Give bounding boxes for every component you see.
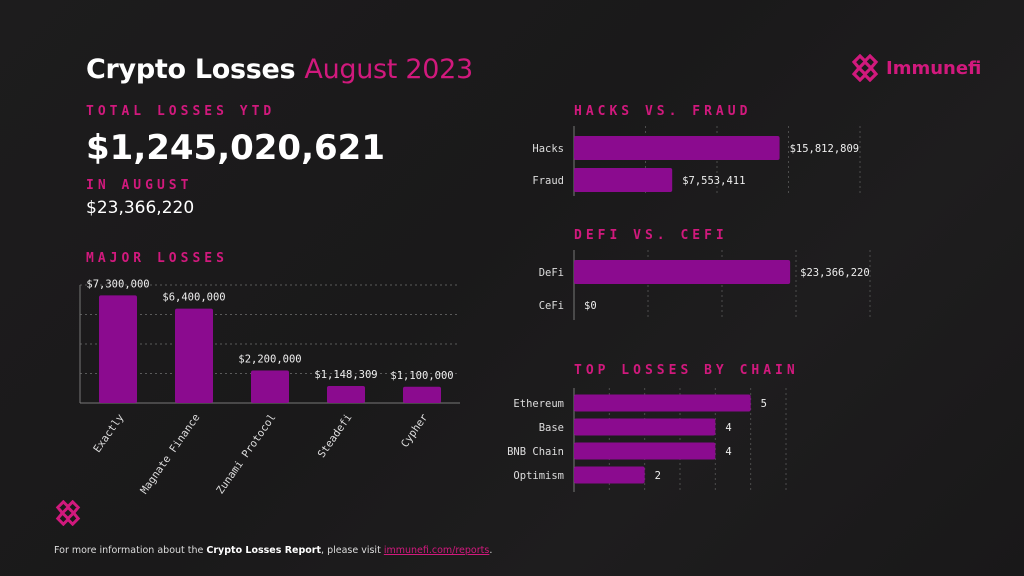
category-label: Optimism <box>513 470 564 482</box>
total-losses-value: $1,245,020,621 <box>86 128 385 168</box>
bar <box>574 260 791 284</box>
page-title: Crypto Losses August 2023 <box>86 54 473 85</box>
bar <box>403 386 441 403</box>
immunefi-logo-icon <box>55 499 81 527</box>
immunefi-logo-icon <box>851 54 879 82</box>
bar <box>574 466 645 484</box>
bar <box>99 295 137 403</box>
bar <box>574 136 780 160</box>
data-label: $7,300,000 <box>86 278 149 290</box>
bar <box>574 418 716 436</box>
bar <box>175 308 213 403</box>
hacks-fraud-title: HACKS VS. FRAUD <box>574 104 752 119</box>
hacks-fraud-chart: $15,812,809 Hacks $7,553,411 Fraud <box>532 126 861 196</box>
data-label: $7,553,411 <box>682 175 745 187</box>
bar <box>574 168 673 192</box>
category-label: DeFi <box>539 267 564 279</box>
category-label: Exactly <box>91 412 126 455</box>
major-losses-title: MAJOR LOSSES <box>86 251 228 266</box>
chain-losses-title: TOP LOSSES BY CHAIN <box>574 363 799 378</box>
category-label: Cypher <box>399 412 431 450</box>
data-label: 5 <box>761 398 767 410</box>
category-label: Hacks <box>532 143 564 155</box>
brand-logo[interactable]: Immunefi <box>850 54 981 82</box>
data-label: $2,200,000 <box>238 354 301 366</box>
data-label: $1,148,309 <box>314 369 377 381</box>
data-label: 4 <box>725 446 731 458</box>
category-label: BNB Chain <box>507 446 564 458</box>
bar <box>327 386 365 403</box>
chain-losses-chart: 5 Ethereum 4 Base 4 BNB Chain 2 Optimism <box>507 388 787 492</box>
category-label: Magnate Finance <box>138 412 202 495</box>
category-label: Steadefi <box>316 412 355 460</box>
bar <box>574 394 751 412</box>
defi-cefi-chart: $23,366,220 DeFi $0 CeFi <box>539 250 871 320</box>
category-label: Ethereum <box>513 398 564 410</box>
category-label: Zunami Protocol <box>214 412 278 495</box>
august-label: IN AUGUST <box>86 178 193 193</box>
defi-cefi-title: DEFI VS. CEFI <box>574 228 728 243</box>
data-label: $1,100,000 <box>390 370 453 382</box>
august-value: $23,366,220 <box>86 198 195 218</box>
bar <box>574 442 716 460</box>
major-losses-chart: $7,300,000 Exactly $6,400,000 Magnate Finan… <box>79 278 460 495</box>
data-label: $15,812,809 <box>790 143 860 155</box>
data-label: $23,366,220 <box>800 267 870 279</box>
total-losses-label: TOTAL LOSSES YTD <box>86 104 276 119</box>
bar <box>251 370 289 403</box>
category-label: Fraud <box>532 175 564 187</box>
category-label: CeFi <box>539 300 564 312</box>
brand-name: Immunefi <box>886 57 982 79</box>
data-label: $6,400,000 <box>162 292 225 304</box>
reports-link[interactable]: immunefi.com/reports <box>383 545 490 556</box>
category-label: Base <box>539 422 564 434</box>
data-label: 4 <box>725 422 731 434</box>
footer-note: For more information about the Crypto Lo… <box>54 545 493 556</box>
footer-logo <box>54 499 82 530</box>
data-label: $0 <box>584 300 597 312</box>
data-label: 2 <box>655 470 661 482</box>
